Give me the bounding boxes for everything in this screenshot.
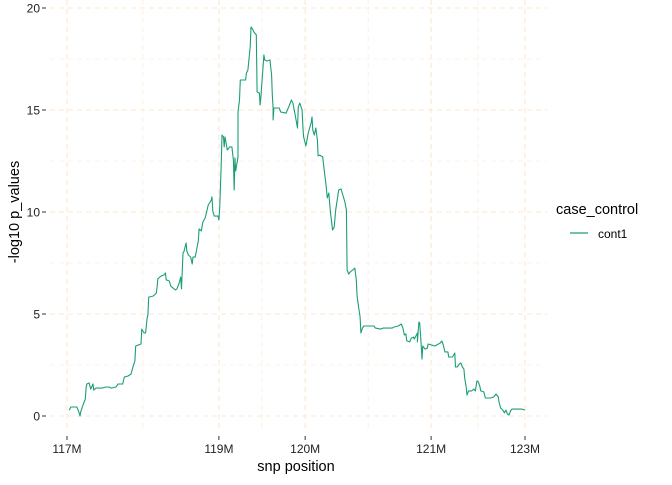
x-tick-label: 121M [416, 442, 446, 456]
series-line-cont1 [68, 26, 526, 417]
legend-title: case_control [556, 202, 638, 218]
legend: case_control cont1 [556, 202, 638, 241]
y-tick-label: 20 [27, 2, 41, 16]
axes: 0 5 10 15 20 117M 119M 120M 121M 123M [27, 2, 540, 457]
series-layer [68, 26, 526, 417]
legend-label-cont1: cont1 [598, 227, 628, 241]
grid [50, 0, 547, 428]
x-tick-label: 123M [510, 442, 540, 456]
x-tick-label: 120M [290, 442, 320, 456]
x-axis-label: snp position [257, 459, 334, 475]
y-tick-label: 10 [27, 206, 41, 220]
y-axis-label: -log10 p_values [7, 161, 23, 263]
y-tick-label: 5 [33, 308, 40, 322]
y-tick-label: 0 [33, 410, 40, 424]
y-tick-label: 15 [27, 104, 41, 118]
x-tick-label: 117M [52, 442, 81, 456]
x-tick-label: 119M [204, 442, 233, 456]
